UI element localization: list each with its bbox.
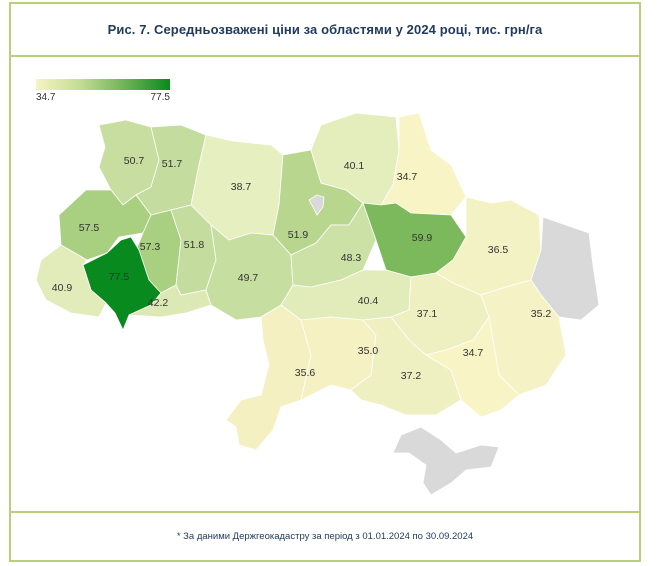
- label-kirovohrad: 40.4: [358, 295, 379, 307]
- legend-min-label: 34.7: [36, 92, 56, 103]
- label-ternopil: 57.3: [140, 241, 161, 253]
- label-mykolaiv: 35.0: [358, 345, 379, 357]
- color-legend: 34.7 77.5: [36, 79, 170, 103]
- map-area: 34.7 77.5: [11, 55, 639, 517]
- legend-gradient-bar: [36, 79, 170, 90]
- chart-title: Рис. 7. Середньозважені ціни за областям…: [107, 22, 543, 37]
- label-zakarpattia: 40.9: [52, 282, 73, 294]
- label-kherson: 37.2: [401, 370, 422, 382]
- label-sumy: 34.7: [397, 171, 418, 183]
- region-crimea[interactable]: [392, 426, 500, 496]
- label-chernihiv: 40.1: [344, 160, 365, 172]
- region-zakarpattia[interactable]: [35, 244, 107, 318]
- label-volyn: 50.7: [124, 155, 145, 167]
- region-luhansk[interactable]: [530, 216, 600, 321]
- label-zhytomyr: 38.7: [231, 181, 252, 193]
- label-ivano-frankivsk: 77.5: [109, 271, 130, 283]
- label-odesa: 35.6: [295, 367, 316, 379]
- region-kherson[interactable]: [350, 316, 462, 416]
- figure-frame: Рис. 7. Середньозважені ціни за областям…: [9, 2, 641, 562]
- label-poltava: 59.9: [412, 232, 433, 244]
- region-zaporizhzhia[interactable]: [424, 315, 520, 418]
- region-lviv[interactable]: [58, 189, 152, 261]
- label-kyiv: 51.9: [288, 229, 309, 241]
- region-kyiv-city[interactable]: [308, 194, 325, 216]
- legend-max-label: 77.5: [150, 92, 170, 103]
- footnote-box: * За даними Держгеокадастру за період з …: [11, 511, 639, 560]
- label-lviv: 57.5: [79, 222, 100, 234]
- label-zaporizhzhia: 34.7: [463, 347, 484, 359]
- label-donetsk: 35.2: [531, 308, 552, 320]
- label-kharkiv: 36.5: [488, 244, 509, 256]
- ukraine-map: 50.7 51.7 38.7 51.9 40.1 34.7 57.5 57.3 …: [35, 112, 600, 496]
- label-khmelnytskyi: 51.8: [184, 239, 205, 251]
- label-dnipropetrovsk: 37.1: [417, 308, 438, 320]
- label-rivne: 51.7: [162, 158, 183, 170]
- title-box: Рис. 7. Середньозважені ціни за областям…: [11, 4, 639, 57]
- footnote: * За даними Держгеокадастру за період з …: [176, 531, 474, 542]
- label-cherkasy: 48.3: [341, 252, 362, 264]
- label-chernivtsi: 42.2: [148, 297, 169, 309]
- label-vinnytsia: 49.7: [238, 272, 259, 284]
